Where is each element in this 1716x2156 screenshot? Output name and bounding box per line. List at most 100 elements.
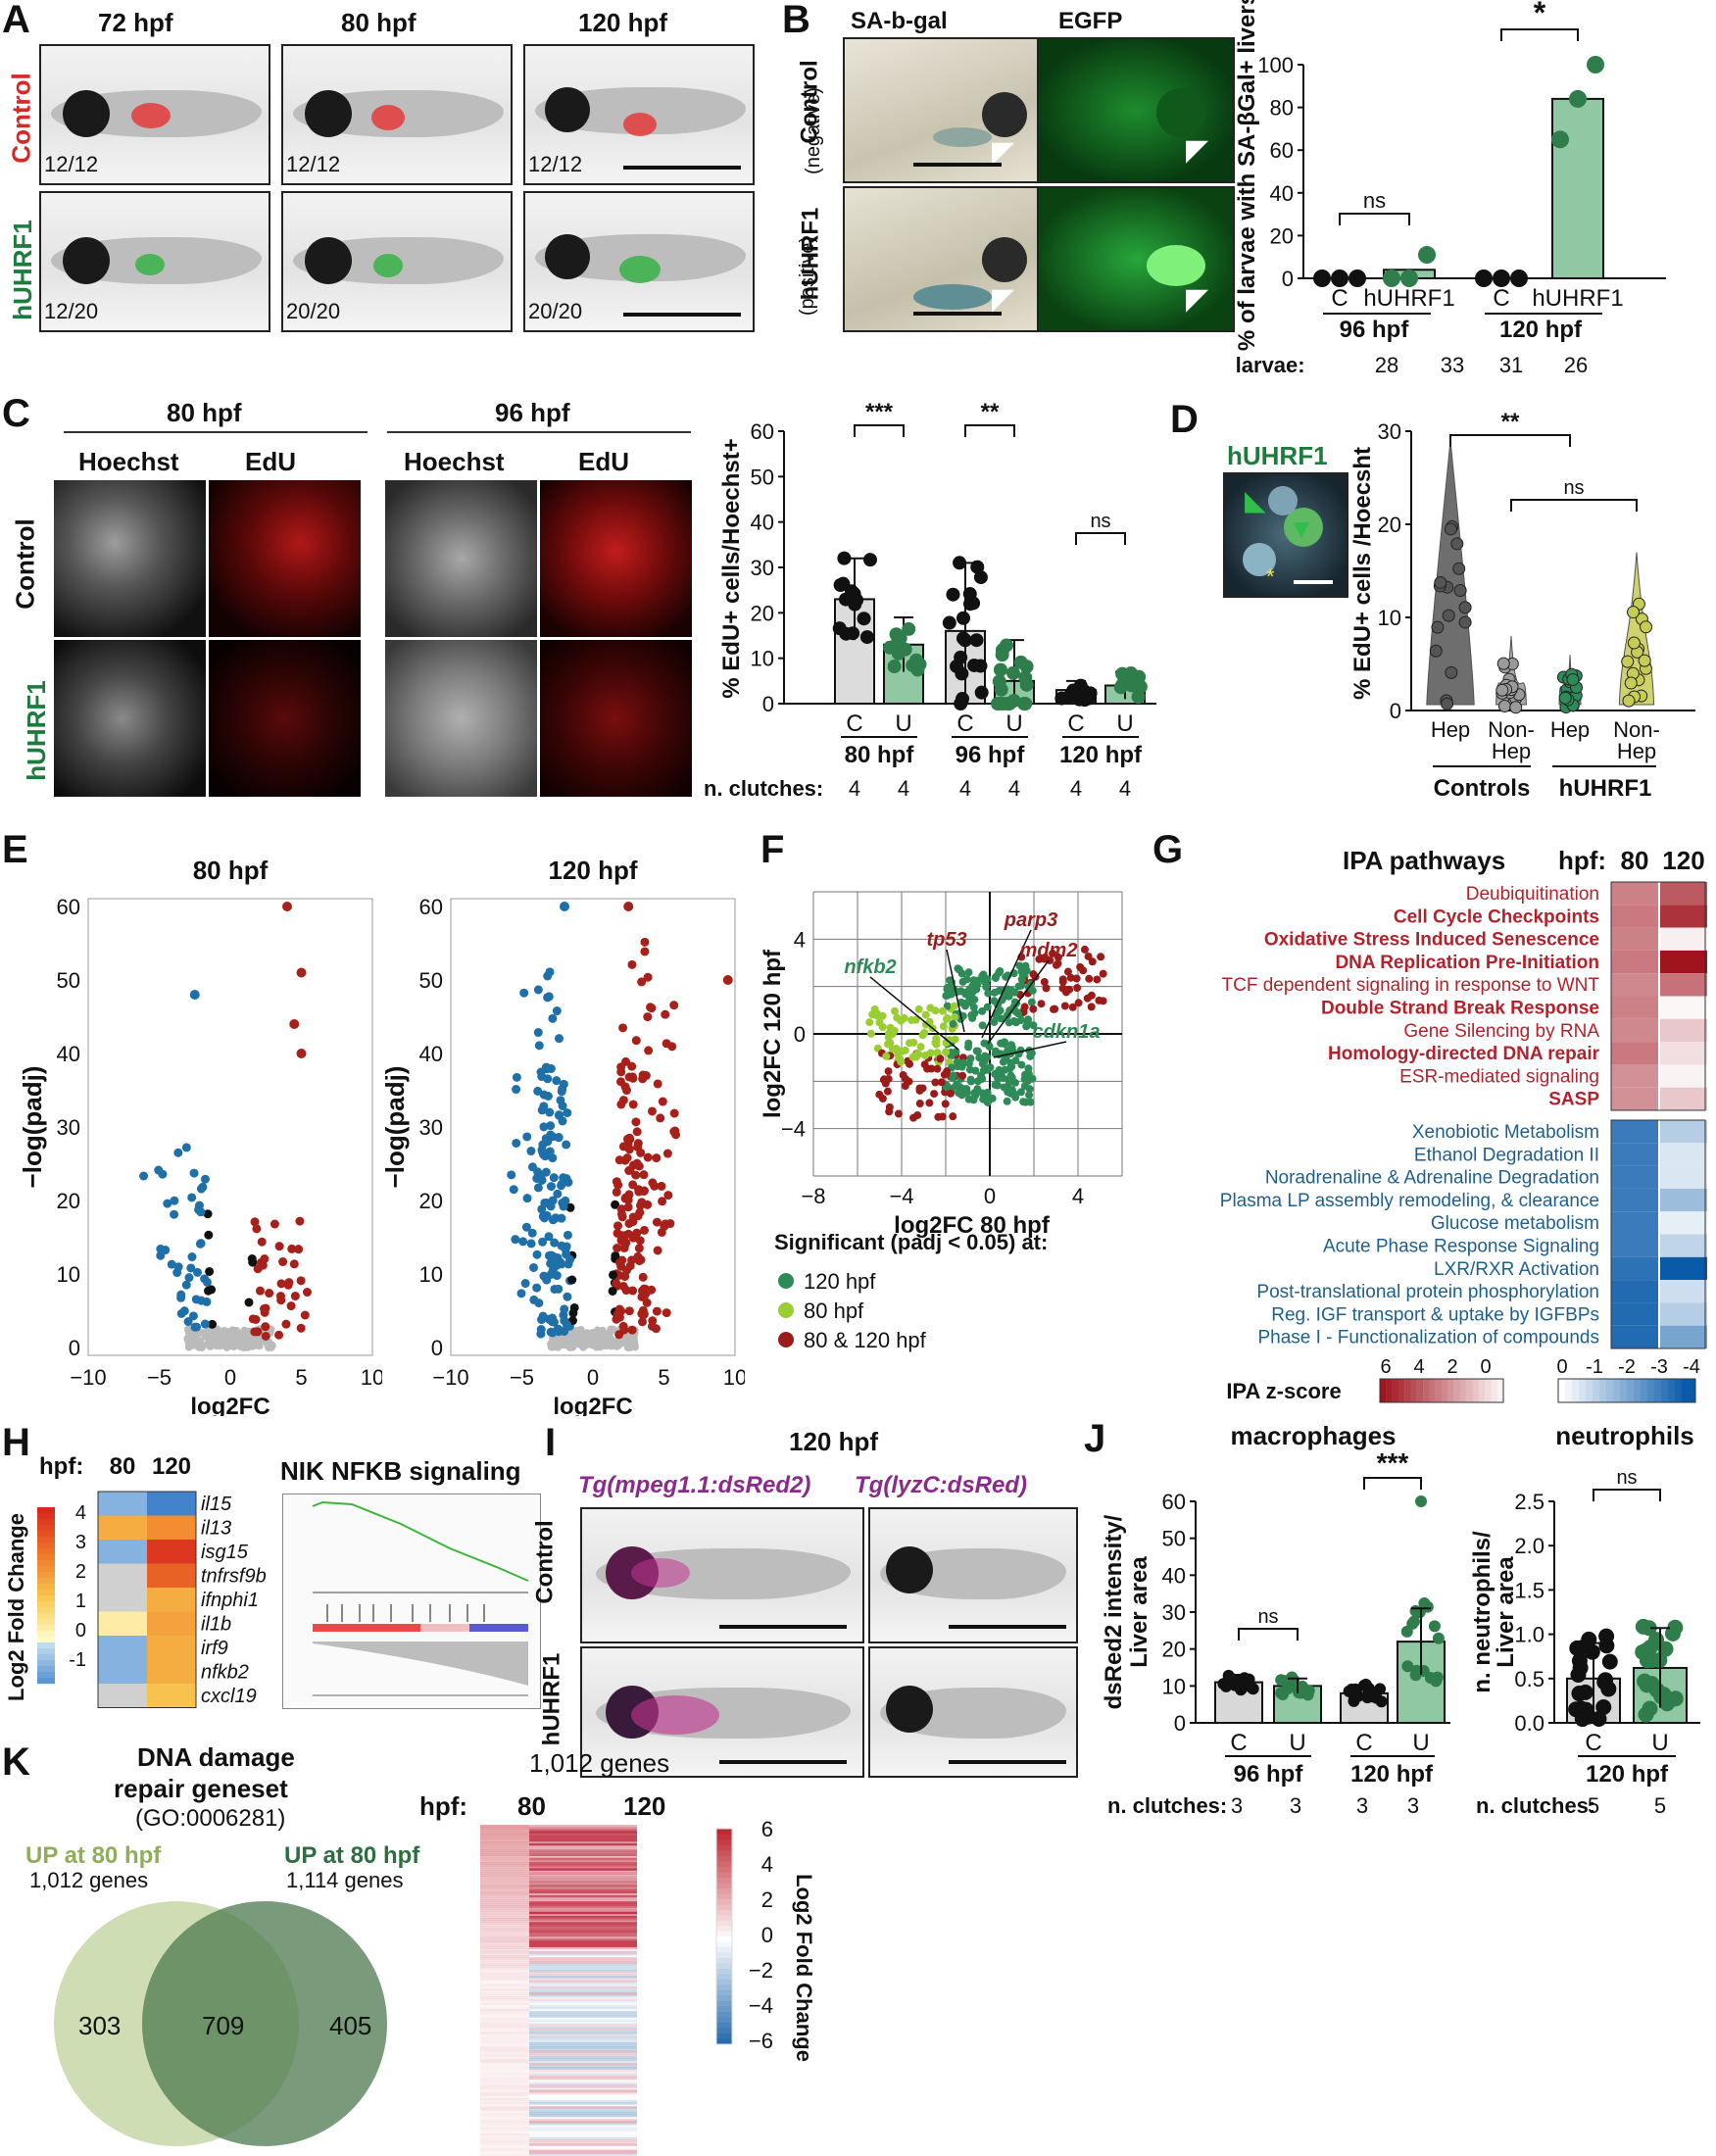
data-point: [946, 1089, 955, 1098]
col-label: EGFP: [1058, 8, 1123, 34]
legend-swatch: [778, 1332, 794, 1348]
heatmap-row: [480, 2129, 529, 2132]
data-point: [1401, 1660, 1414, 1673]
scale-bar: [623, 313, 741, 317]
gene-label: il1b: [201, 1614, 231, 1636]
venn-count: 303: [78, 2011, 122, 2040]
data-point: [1418, 246, 1436, 265]
data-point: [639, 1170, 649, 1180]
data-point: [518, 1237, 528, 1247]
data-point: [953, 556, 967, 570]
data-point: [1400, 270, 1418, 287]
data-point: [983, 1053, 992, 1061]
x-tick-label: U: [1289, 1730, 1305, 1756]
heatmap-row: [529, 2153, 637, 2156]
data-point: [139, 1171, 149, 1181]
data-point: [978, 971, 987, 980]
heatmap-row: [529, 1961, 637, 1964]
data-point: [196, 1184, 206, 1194]
gene-label: il15: [201, 1494, 232, 1515]
colorbar-segment: [37, 1637, 55, 1643]
group-label: 120 hpf: [1586, 1761, 1669, 1788]
data-point: [541, 1167, 551, 1177]
chart-title: 120 hpf: [548, 856, 637, 885]
data-point: [973, 1047, 982, 1055]
time-label: 80 hpf: [167, 398, 242, 427]
heatmap-row: [480, 1963, 529, 1966]
heatmap-row: [529, 2050, 637, 2053]
data-point: [1424, 1672, 1437, 1685]
data-point: [1001, 697, 1015, 710]
y-tick-label: 60: [751, 419, 774, 444]
data-point: [1006, 1071, 1015, 1080]
data-point: [875, 1018, 884, 1027]
data-point: [1421, 1600, 1434, 1613]
data-point: [980, 1039, 989, 1048]
data-point: [894, 1051, 903, 1059]
pathway-label: Deubiquitination: [1466, 884, 1599, 905]
heatmap-cell: [1611, 905, 1658, 928]
data-point: [588, 1341, 597, 1349]
data-point: [189, 990, 200, 1000]
heatmap-row: [480, 1934, 529, 1937]
data-point: [623, 1229, 633, 1239]
heatmap-row: [529, 2145, 637, 2147]
significance-bracket: [1075, 532, 1126, 545]
data-point: [552, 1076, 562, 1086]
data-point: [627, 1255, 637, 1265]
colorbar-segment: [37, 1613, 55, 1620]
gene-label: isg15: [201, 1542, 249, 1563]
colorbar-segment: [716, 1931, 732, 1937]
heatmap-row: [480, 1982, 529, 1984]
row-label: hUHRF1: [21, 680, 51, 781]
data-point: [562, 1319, 571, 1329]
data-point: [955, 1089, 963, 1098]
significance-label: **: [981, 399, 1000, 425]
heatmap-row: [480, 2151, 529, 2155]
significance-bracket: [964, 424, 1015, 437]
heatmap-row: [529, 1942, 637, 1945]
heatmap-cell: [1660, 1188, 1707, 1212]
data-point: [640, 947, 650, 956]
colorbar-segment: [1423, 1379, 1430, 1402]
heatmap-row: [480, 2093, 529, 2097]
heatmap-row: [529, 2081, 637, 2084]
heatmap-row: [480, 2056, 529, 2060]
data-point: [906, 1039, 914, 1048]
data-point: [532, 1250, 542, 1259]
data-point: [1026, 1052, 1035, 1060]
colorbar-segment: [37, 1666, 55, 1673]
arrow-icon: ◤: [992, 283, 1015, 316]
count-label: 12/20: [44, 299, 99, 323]
data-point: [1639, 1652, 1655, 1669]
heatmap-row: [529, 1957, 637, 1960]
colorbar-segment: [37, 1519, 55, 1526]
heatmap-row: [480, 1883, 529, 1886]
macrophage-bar-chart: macrophages 0 10 20 30 40 50 60 dsRed2 intensity…: [1101, 1421, 1450, 1818]
colorbar-tick-label: 2: [75, 1561, 86, 1583]
heatmap-row: [529, 2065, 637, 2068]
heatmap-cell: [98, 1588, 147, 1612]
panel-b: B SA-b-gal EGFP Control (negative) hUHRF…: [774, 0, 1716, 392]
data-point: [1331, 270, 1348, 287]
heatmap-row: [529, 1883, 637, 1886]
heatmap-row: [480, 1907, 529, 1910]
heatmap-cell: [1611, 1325, 1658, 1348]
data-point: [1007, 1086, 1016, 1095]
data-point: [836, 576, 851, 591]
data-point: [527, 1162, 537, 1172]
y-tick-label: 80: [1270, 96, 1294, 121]
heatmap-row: [480, 1847, 529, 1850]
x-tick-label: Hep: [1431, 717, 1470, 742]
colorbar-segment: [37, 1548, 55, 1555]
colorbar-segment: [1634, 1379, 1642, 1402]
data-point: [549, 1173, 559, 1183]
geneset-title: repair geneset: [114, 1774, 288, 1803]
data-point: [614, 1330, 624, 1340]
heatmap-row: [480, 2035, 529, 2038]
heatmap-row: [480, 2089, 529, 2092]
hpf-label: hpf:: [1558, 846, 1606, 875]
colorbar-segment: [716, 1915, 732, 1921]
heatmap-row: [529, 2035, 637, 2038]
colorbar-segment: [1447, 1379, 1454, 1402]
